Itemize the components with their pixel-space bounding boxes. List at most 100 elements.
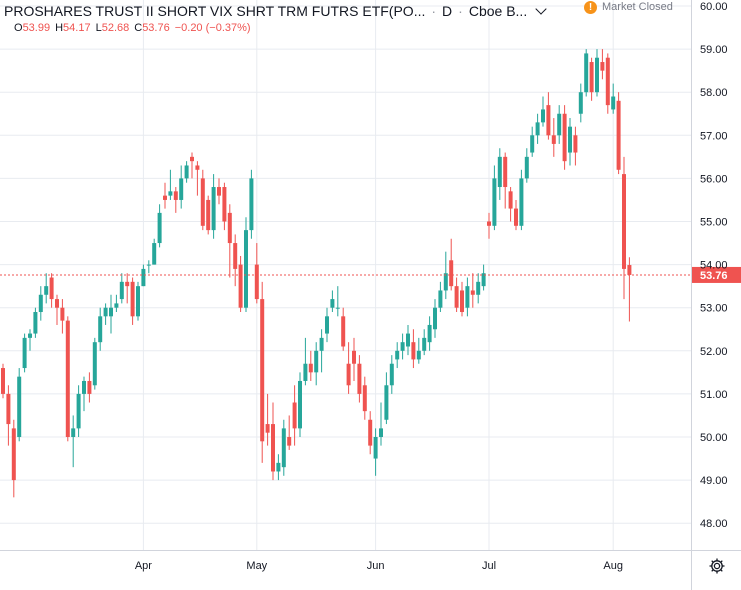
candle xyxy=(222,182,227,231)
gear-icon[interactable] xyxy=(708,557,726,575)
symbol-title-row[interactable]: PROSHARES TRUST II SHORT VIX SHRT TRM FU… xyxy=(4,3,547,19)
candle-body xyxy=(1,368,5,394)
candle-body xyxy=(438,290,443,308)
candle xyxy=(562,105,567,170)
candle-body xyxy=(584,53,589,93)
candle-body xyxy=(622,174,626,269)
separator-dot: · xyxy=(431,3,437,19)
candle-body xyxy=(470,290,475,295)
close-label: C xyxy=(134,22,143,34)
market-status[interactable]: ! Market Closed xyxy=(584,1,673,14)
candle xyxy=(254,243,259,304)
candle xyxy=(200,169,205,231)
candle xyxy=(141,264,146,287)
candle-body xyxy=(103,307,108,317)
candle-body xyxy=(476,281,481,295)
candle-body xyxy=(443,273,448,291)
candle-body xyxy=(87,380,92,394)
candle-body xyxy=(130,281,135,317)
candle xyxy=(600,49,605,80)
candle-body xyxy=(406,333,410,347)
exchange-label: Cboe B... xyxy=(468,3,528,19)
candle-body xyxy=(49,277,54,300)
candle-body xyxy=(611,96,616,110)
high-label: H xyxy=(55,22,64,34)
candle xyxy=(33,307,38,338)
candle-body xyxy=(481,273,486,287)
candle-body xyxy=(298,380,302,429)
candle-body xyxy=(578,92,583,114)
candle-body xyxy=(368,419,373,446)
candle xyxy=(357,355,362,403)
candle-body xyxy=(136,286,140,317)
candle xyxy=(535,113,540,144)
candle xyxy=(373,428,378,476)
candle xyxy=(244,217,248,313)
candle xyxy=(71,415,76,468)
candle xyxy=(330,290,335,313)
candle-body xyxy=(179,178,184,200)
candle xyxy=(49,273,54,308)
candle-body xyxy=(400,342,405,351)
y-tick-label: 48.00 xyxy=(700,518,728,530)
candle xyxy=(146,260,151,274)
candle xyxy=(384,372,389,425)
candle-body xyxy=(152,243,157,265)
candle-body xyxy=(605,57,610,106)
candle xyxy=(627,257,632,322)
candle-body xyxy=(249,178,254,231)
interval-label: D xyxy=(442,3,453,19)
candle xyxy=(195,161,200,196)
candle-body xyxy=(514,208,518,226)
candle xyxy=(44,273,49,304)
candle xyxy=(346,342,351,394)
candle xyxy=(308,350,313,381)
candle-body xyxy=(222,187,227,222)
candle-body xyxy=(530,135,535,153)
candle-body xyxy=(173,191,178,200)
candle xyxy=(168,169,173,200)
candle-body xyxy=(551,135,556,144)
candle xyxy=(341,307,346,351)
candle xyxy=(589,57,594,101)
candle-body xyxy=(308,363,313,373)
candle-body xyxy=(17,376,22,437)
candle-body xyxy=(227,212,232,244)
candle xyxy=(265,393,270,446)
candle-body xyxy=(276,462,281,472)
candle xyxy=(325,307,329,343)
candle xyxy=(206,195,211,235)
candle-body xyxy=(465,286,470,308)
candle-body xyxy=(60,307,65,321)
candle-body xyxy=(362,385,367,412)
close-value: 53.76 xyxy=(142,22,170,34)
candle-body xyxy=(82,380,86,394)
candle xyxy=(352,337,356,381)
candles xyxy=(1,49,632,498)
last-price-label: 53.76 xyxy=(700,270,728,282)
candle xyxy=(103,303,108,325)
y-tick-label: 51.00 xyxy=(700,389,728,401)
candle-body xyxy=(460,290,464,313)
candle-body xyxy=(616,100,621,170)
candle-body xyxy=(319,337,324,351)
candle-body xyxy=(589,62,594,93)
candle xyxy=(98,307,103,351)
candle-body xyxy=(184,165,189,179)
y-tick-label: 59.00 xyxy=(700,44,728,56)
candle-body xyxy=(379,428,383,437)
candle xyxy=(82,376,86,412)
candle-body xyxy=(168,191,173,196)
candle xyxy=(454,277,459,313)
candle-body xyxy=(206,199,211,231)
chevron-down-icon[interactable] xyxy=(535,3,547,15)
separator-dot: · xyxy=(458,3,463,19)
candle xyxy=(568,118,572,166)
candle xyxy=(217,178,221,205)
candle-body xyxy=(508,191,513,209)
candle xyxy=(190,152,194,179)
candle xyxy=(433,299,437,338)
x-tick-label: Apr xyxy=(135,560,152,572)
y-tick-label: 50.00 xyxy=(700,432,728,444)
